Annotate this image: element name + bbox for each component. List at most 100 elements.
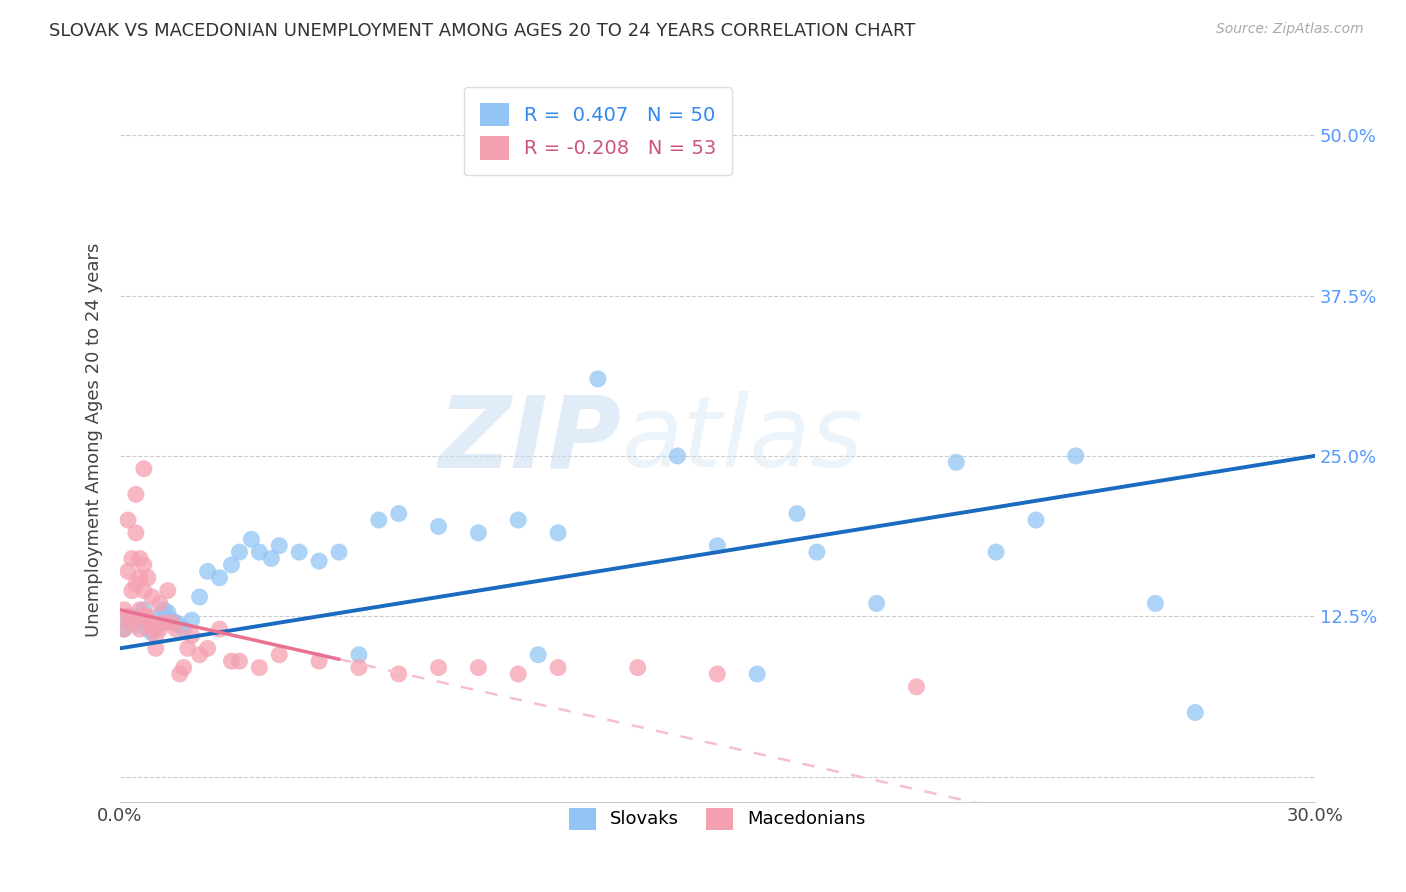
Point [208, 571, 231, 585]
Point [156, 606, 179, 620]
Point [136, 609, 159, 624]
Point [117, 609, 139, 624]
Point [347, 648, 370, 662]
Y-axis label: Unemployment Among Ages 20 to 24 years: Unemployment Among Ages 20 to 24 years [86, 243, 103, 637]
Point [121, 609, 143, 624]
Point [176, 641, 198, 656]
Point [984, 545, 1007, 559]
Point [173, 622, 195, 636]
Point [121, 615, 143, 630]
Point [260, 551, 283, 566]
Point [806, 545, 828, 559]
Legend: Slovaks, Macedonians: Slovaks, Macedonians [554, 793, 880, 844]
Point [247, 545, 270, 559]
Point [165, 615, 187, 630]
Point [508, 513, 530, 527]
Point [308, 654, 330, 668]
Point [125, 487, 148, 501]
Point [156, 583, 179, 598]
Point [132, 609, 155, 624]
Point [117, 565, 139, 579]
Point [145, 628, 167, 642]
Point [125, 618, 148, 632]
Text: ZIP: ZIP [439, 392, 621, 488]
Point [125, 525, 148, 540]
Point [128, 613, 150, 627]
Point [132, 558, 155, 572]
Point [228, 545, 250, 559]
Point [152, 615, 174, 630]
Point [288, 545, 311, 559]
Point [240, 533, 263, 547]
Point [128, 603, 150, 617]
Point [308, 554, 330, 568]
Point [160, 615, 183, 630]
Point [427, 519, 450, 533]
Point [347, 660, 370, 674]
Point [197, 565, 219, 579]
Point [180, 628, 202, 642]
Point [427, 660, 450, 674]
Point [180, 613, 202, 627]
Point [228, 654, 250, 668]
Point [221, 654, 243, 668]
Point [152, 603, 174, 617]
Point [136, 622, 159, 636]
Point [865, 596, 887, 610]
Point [145, 641, 167, 656]
Point [141, 626, 163, 640]
Point [208, 622, 231, 636]
Point [128, 622, 150, 636]
Point [388, 667, 411, 681]
Point [188, 590, 211, 604]
Point [149, 596, 172, 610]
Point [121, 551, 143, 566]
Point [666, 449, 689, 463]
Text: atlas: atlas [621, 392, 863, 488]
Point [132, 461, 155, 475]
Point [527, 648, 550, 662]
Point [747, 667, 769, 681]
Point [627, 660, 650, 674]
Point [586, 372, 609, 386]
Point [128, 551, 150, 566]
Point [367, 513, 389, 527]
Point [706, 667, 728, 681]
Point [169, 618, 191, 632]
Point [1144, 596, 1167, 610]
Point [269, 648, 291, 662]
Point [132, 603, 155, 617]
Point [388, 507, 411, 521]
Point [145, 618, 167, 632]
Point [1064, 449, 1087, 463]
Point [165, 622, 187, 636]
Point [128, 571, 150, 585]
Point [247, 660, 270, 674]
Point [112, 622, 135, 636]
Point [117, 615, 139, 630]
Point [328, 545, 350, 559]
Point [467, 660, 489, 674]
Point [706, 539, 728, 553]
Point [132, 583, 155, 598]
Point [173, 660, 195, 674]
Point [1025, 513, 1047, 527]
Point [149, 609, 172, 624]
Point [905, 680, 928, 694]
Point [125, 577, 148, 591]
Point [508, 667, 530, 681]
Point [945, 455, 967, 469]
Text: SLOVAK VS MACEDONIAN UNEMPLOYMENT AMONG AGES 20 TO 24 YEARS CORRELATION CHART: SLOVAK VS MACEDONIAN UNEMPLOYMENT AMONG … [49, 22, 915, 40]
Point [117, 513, 139, 527]
Point [112, 622, 135, 636]
Point [1184, 706, 1206, 720]
Point [188, 648, 211, 662]
Point [136, 571, 159, 585]
Point [221, 558, 243, 572]
Point [149, 622, 172, 636]
Point [112, 603, 135, 617]
Point [547, 525, 569, 540]
Point [467, 525, 489, 540]
Point [547, 660, 569, 674]
Point [121, 583, 143, 598]
